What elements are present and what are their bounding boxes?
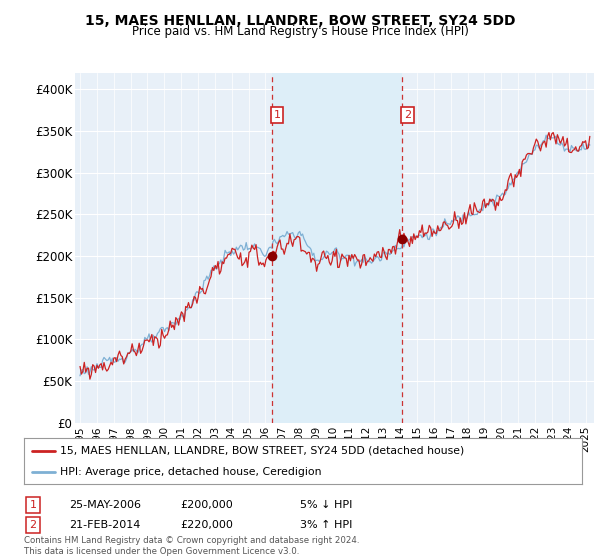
Text: Contains HM Land Registry data © Crown copyright and database right 2024.
This d: Contains HM Land Registry data © Crown c…	[24, 536, 359, 556]
Text: 1: 1	[274, 110, 280, 120]
Text: 1: 1	[29, 500, 37, 510]
Text: Price paid vs. HM Land Registry's House Price Index (HPI): Price paid vs. HM Land Registry's House …	[131, 25, 469, 38]
Text: 15, MAES HENLLAN, LLANDRE, BOW STREET, SY24 5DD (detached house): 15, MAES HENLLAN, LLANDRE, BOW STREET, S…	[60, 446, 464, 456]
Text: 21-FEB-2014: 21-FEB-2014	[69, 520, 140, 530]
Text: HPI: Average price, detached house, Ceredigion: HPI: Average price, detached house, Cere…	[60, 467, 322, 477]
Text: 15, MAES HENLLAN, LLANDRE, BOW STREET, SY24 5DD: 15, MAES HENLLAN, LLANDRE, BOW STREET, S…	[85, 14, 515, 28]
Text: 2: 2	[29, 520, 37, 530]
Text: £220,000: £220,000	[180, 520, 233, 530]
Text: 25-MAY-2006: 25-MAY-2006	[69, 500, 141, 510]
Text: 3% ↑ HPI: 3% ↑ HPI	[300, 520, 352, 530]
Text: 5% ↓ HPI: 5% ↓ HPI	[300, 500, 352, 510]
Text: 2: 2	[404, 110, 411, 120]
Text: £200,000: £200,000	[180, 500, 233, 510]
Bar	[272, 73, 402, 423]
